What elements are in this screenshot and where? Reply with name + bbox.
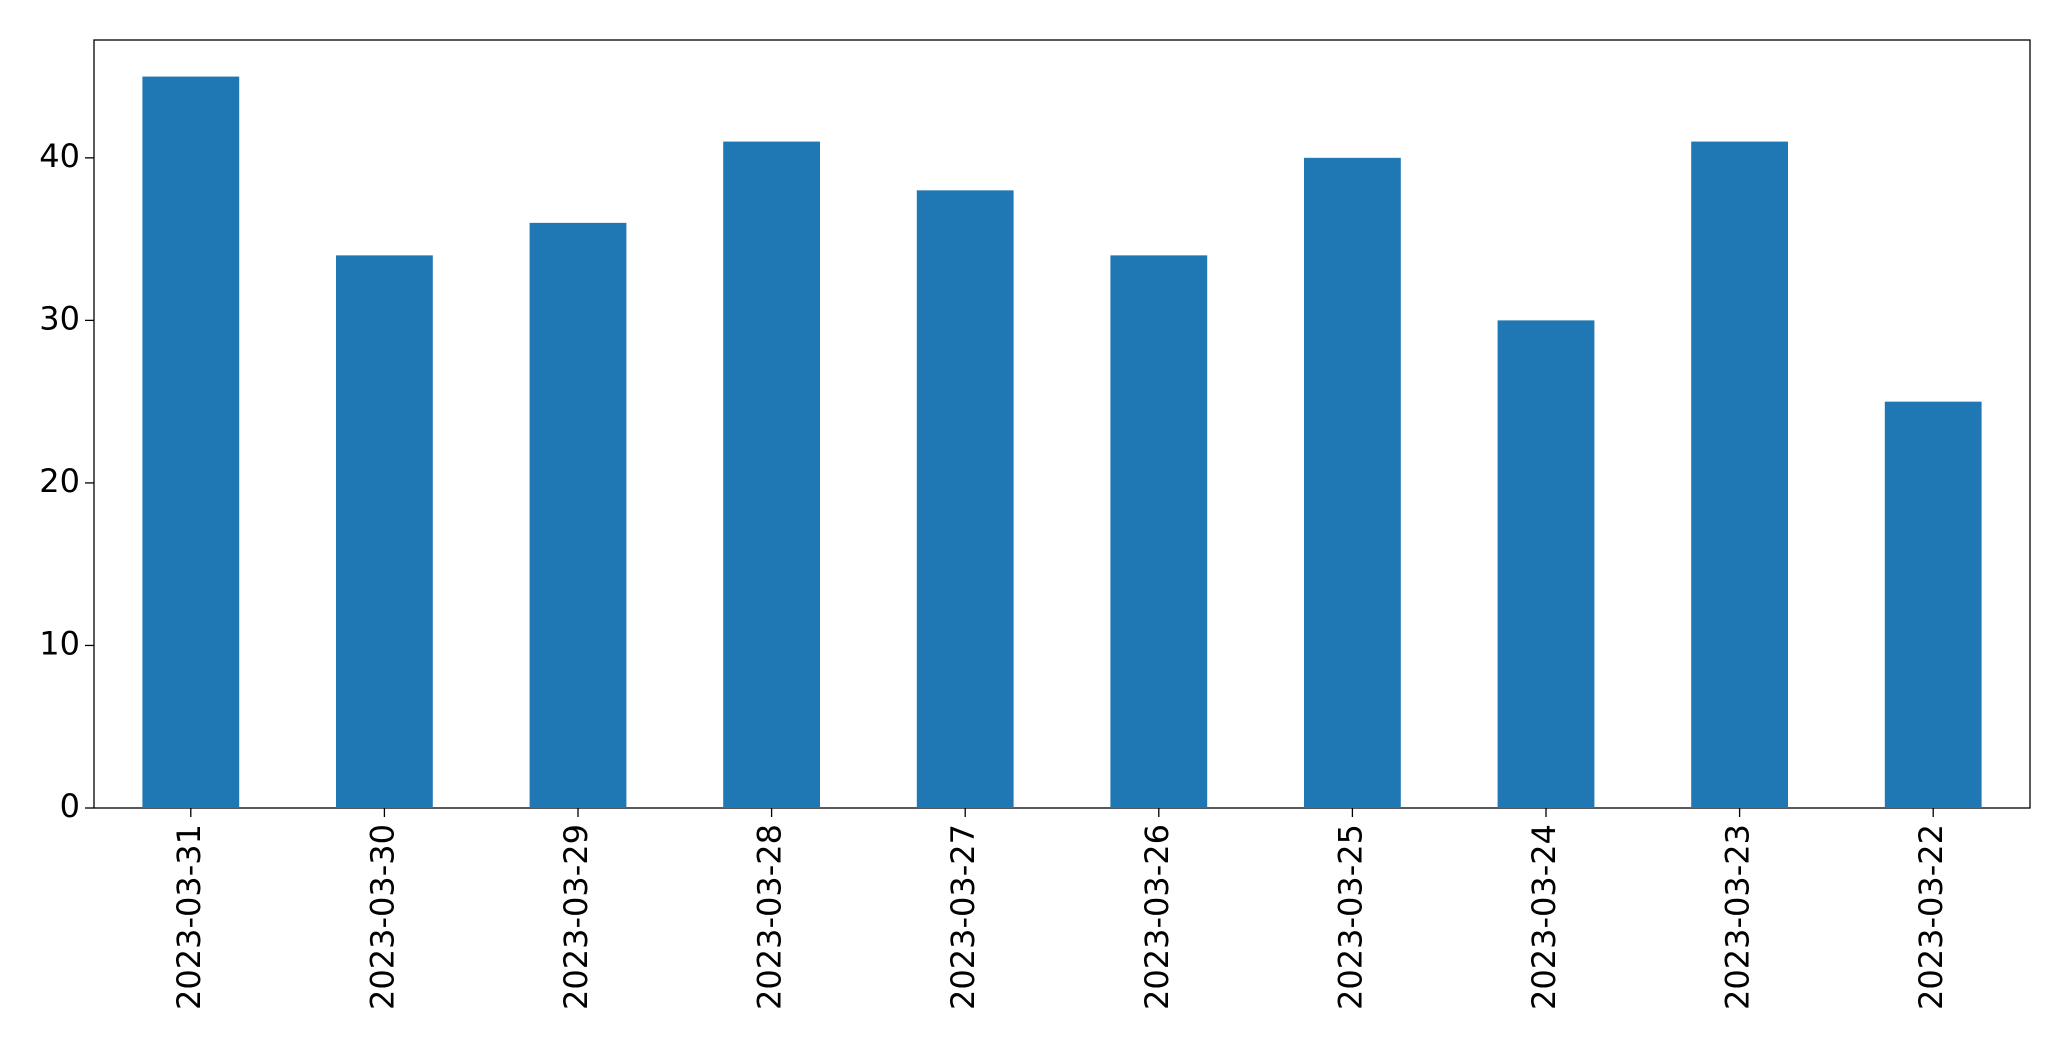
- bar: [529, 222, 627, 808]
- bar: [1691, 141, 1788, 809]
- bar: [336, 255, 433, 808]
- x-tick-label: 2023-03-30: [363, 824, 401, 1010]
- x-tick-label: 2023-03-25: [1331, 824, 1369, 1010]
- x-tick-label: 2023-03-27: [944, 824, 982, 1010]
- x-tick-label: 2023-03-24: [1525, 824, 1563, 1010]
- y-tick-label: 0: [60, 787, 80, 825]
- y-tick-label: 30: [39, 299, 80, 337]
- x-tick-label: 2023-03-28: [751, 824, 789, 1010]
- bar: [916, 190, 1014, 808]
- bar: [142, 76, 240, 809]
- bar: [1110, 255, 1208, 808]
- x-tick-label: 2023-03-22: [1912, 824, 1950, 1010]
- bar: [1497, 320, 1595, 808]
- x-tick-label: 2023-03-26: [1138, 824, 1176, 1010]
- x-tick-label: 2023-03-31: [170, 824, 208, 1010]
- x-tick-label: 2023-03-29: [557, 824, 595, 1010]
- bar: [1304, 157, 1401, 809]
- plot-frame: [93, 39, 2031, 809]
- x-tick-label: 2023-03-23: [1719, 824, 1757, 1010]
- bar: [1884, 401, 1982, 808]
- bar: [723, 141, 820, 809]
- y-tick-label: 10: [39, 624, 80, 662]
- y-tick-label: 20: [39, 462, 80, 500]
- y-tick-label: 40: [39, 137, 80, 175]
